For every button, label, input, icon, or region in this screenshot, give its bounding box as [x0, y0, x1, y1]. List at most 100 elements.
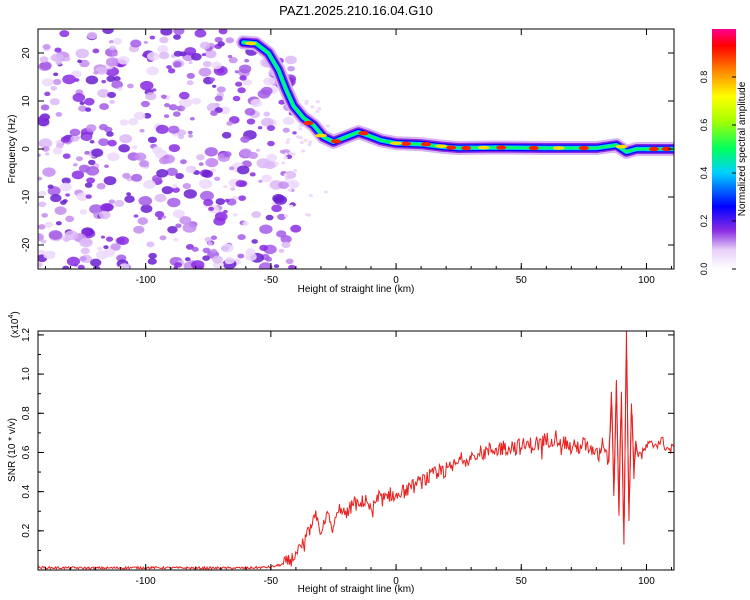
- x-tick-label: 50: [516, 576, 528, 587]
- noise-blob: [325, 124, 330, 128]
- colorbar-gradient: [712, 29, 736, 269]
- noise-blob: [101, 79, 107, 84]
- noise-blob: [79, 101, 85, 106]
- noise-blob: [251, 211, 262, 219]
- colorbar-tick-label: 0.6: [699, 119, 709, 132]
- noise-blob: [191, 52, 202, 61]
- ridge-peak: [314, 133, 327, 138]
- noise-blob: [266, 125, 276, 131]
- noise-blob: [161, 154, 175, 164]
- noise-blob: [106, 131, 114, 137]
- top-y-axis-label: Frequency (Hz): [7, 115, 18, 184]
- noise-blob: [307, 143, 312, 147]
- noise-blob: [180, 106, 186, 110]
- noise-blob: [186, 72, 195, 79]
- noise-blob: [168, 125, 180, 134]
- noise-blob: [257, 89, 271, 99]
- noise-blob: [107, 139, 117, 147]
- noise-blob: [119, 263, 130, 269]
- noise-blob: [171, 184, 178, 189]
- colorbar-tick-label: 0.0: [699, 263, 709, 276]
- noise-blob: [152, 88, 157, 92]
- noise-blob: [91, 148, 104, 157]
- noise-blob: [110, 243, 121, 251]
- chart-title: PAZ1.2025.210.16.04.G10: [279, 3, 433, 18]
- y-multiplier: (x104): [8, 311, 21, 338]
- noise-blob: [212, 84, 217, 88]
- noise-blob: [285, 140, 290, 144]
- noise-blob: [61, 177, 71, 185]
- noise-blob: [281, 161, 286, 165]
- noise-blob: [214, 102, 221, 107]
- noise-blob: [203, 198, 214, 207]
- noise-blob: [119, 119, 129, 126]
- noise-blob: [220, 243, 234, 253]
- noise-blob: [50, 85, 57, 91]
- noise-blob: [308, 193, 313, 197]
- noise-blob: [205, 157, 219, 168]
- noise-blob: [281, 241, 291, 249]
- ridge-peak: [648, 146, 659, 152]
- ridge-peak: [496, 145, 507, 150]
- noise-blob: [204, 147, 218, 157]
- noise-blob: [44, 91, 51, 97]
- noise-blob: [173, 61, 182, 68]
- noise-blob: [202, 255, 210, 261]
- noise-blob: [178, 97, 193, 108]
- ridge-peak: [390, 141, 403, 146]
- noise-blob: [143, 179, 156, 190]
- noise-blob: [90, 258, 102, 267]
- noise-blob: [251, 239, 258, 244]
- noise-blob: [214, 211, 228, 222]
- noise-blob: [59, 182, 72, 192]
- noise-blob: [301, 149, 306, 153]
- noise-blob: [97, 88, 110, 98]
- noise-blob: [140, 204, 153, 214]
- noise-blob: [75, 48, 90, 59]
- noise-blob: [224, 198, 230, 203]
- noise-blob: [168, 104, 178, 111]
- noise-blob: [191, 246, 199, 252]
- noise-blob: [160, 29, 173, 36]
- noise-blob: [38, 224, 46, 230]
- noise-blob: [42, 167, 56, 177]
- noise-blob: [100, 203, 113, 212]
- noise-blob: [65, 193, 70, 197]
- noise-blob: [272, 193, 285, 203]
- x-tick-label: -50: [264, 275, 279, 286]
- noise-blob: [147, 51, 160, 61]
- noise-blob: [105, 57, 119, 67]
- noise-blob: [62, 74, 76, 85]
- noise-blob: [223, 185, 228, 189]
- noise-blob: [52, 147, 63, 155]
- ridge-peak: [661, 146, 672, 152]
- noise-blob: [178, 134, 185, 140]
- x-tick-label: 100: [638, 576, 655, 587]
- noise-blob: [92, 265, 101, 269]
- noise-blob: [72, 93, 86, 103]
- noise-blob: [88, 159, 96, 165]
- noise-blob: [98, 123, 108, 131]
- noise-blob: [55, 143, 64, 149]
- noise-blob: [133, 214, 139, 218]
- noise-blob: [172, 209, 185, 219]
- noise-blob: [143, 40, 149, 44]
- noise-blob: [38, 116, 46, 122]
- noise-blob: [139, 159, 150, 167]
- noise-blob: [240, 135, 250, 143]
- noise-blob: [310, 105, 315, 109]
- noise-blob: [221, 131, 232, 139]
- noise-blob: [114, 199, 125, 208]
- ridge-peak: [401, 141, 412, 146]
- noise-blob: [167, 226, 178, 234]
- noise-blob: [185, 243, 195, 250]
- noise-blob: [132, 145, 138, 150]
- noise-blob: [172, 187, 180, 193]
- noise-blob: [98, 210, 111, 220]
- y-multiplier-close: ): [10, 311, 21, 314]
- noise-blob: [261, 174, 272, 183]
- noise-blob: [282, 116, 295, 125]
- noise-blob: [182, 222, 197, 233]
- noise-blob: [75, 136, 81, 140]
- noise-blob: [166, 65, 172, 70]
